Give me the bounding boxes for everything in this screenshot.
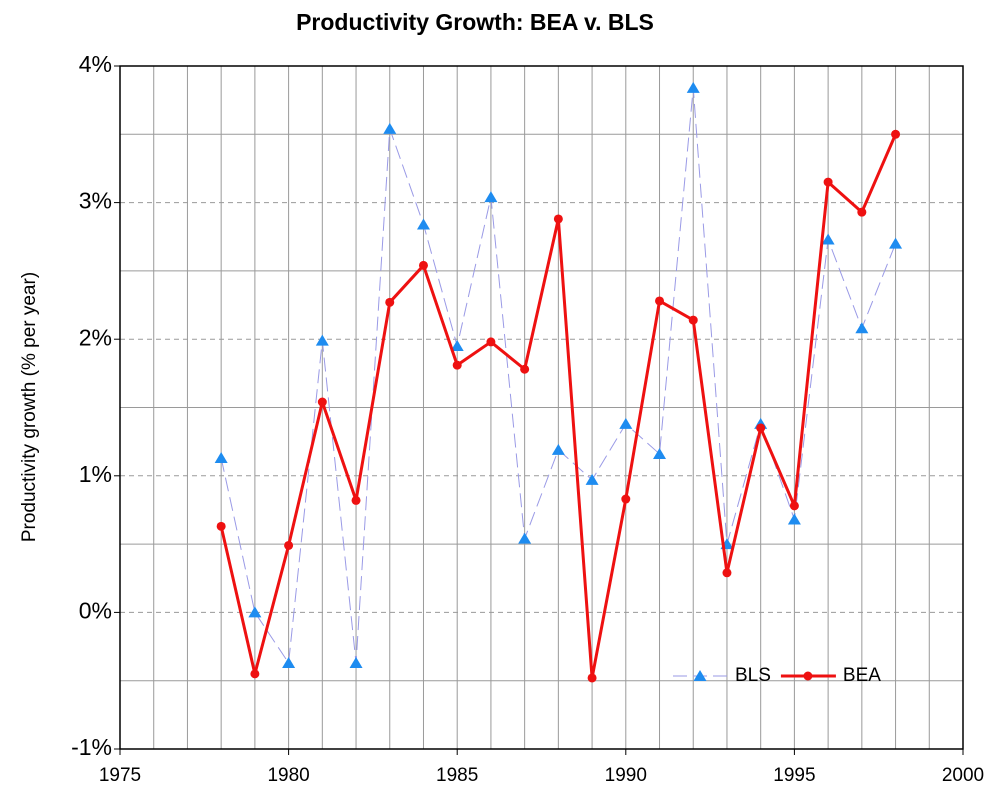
data-point — [722, 568, 732, 578]
data-point — [216, 521, 226, 531]
y-tick-label: 0% — [79, 597, 112, 623]
data-point — [520, 364, 530, 374]
data-point — [416, 218, 430, 230]
plot-frame — [119, 65, 964, 750]
data-point — [587, 673, 597, 683]
data-point — [452, 360, 462, 370]
x-tick-label: 1980 — [267, 765, 309, 786]
data-point — [688, 315, 698, 325]
data-point — [315, 334, 329, 346]
data-point — [789, 501, 799, 511]
data-point — [317, 397, 327, 407]
x-tick-label: 1975 — [99, 765, 141, 786]
data-point — [282, 656, 296, 668]
data-point — [484, 191, 498, 203]
legend-marker — [693, 670, 707, 681]
data-point — [855, 322, 869, 334]
data-point — [450, 340, 464, 352]
data-point — [686, 81, 700, 93]
data-point — [653, 447, 667, 459]
data-point — [787, 513, 801, 525]
data-point — [553, 214, 563, 224]
data-point — [349, 656, 363, 668]
y-tick-label: 3% — [79, 188, 112, 214]
data-point — [351, 495, 361, 505]
chart-title: Productivity Growth: BEA v. BLS — [296, 9, 654, 35]
data-point — [418, 260, 428, 270]
data-point — [383, 122, 397, 134]
data-point — [619, 417, 633, 429]
data-point — [889, 237, 903, 249]
data-point — [585, 473, 599, 485]
data-point — [891, 129, 901, 139]
y-tick-label: 4% — [79, 51, 112, 77]
legend: BLS BEA — [673, 665, 881, 686]
legend-label: BLS — [735, 665, 771, 686]
data-point — [655, 296, 665, 306]
legend-label: BEA — [843, 665, 881, 686]
y-tick-label: -1% — [71, 734, 112, 760]
data-point — [284, 540, 294, 550]
x-tick-label: 1990 — [605, 765, 647, 786]
x-tick-label: 1985 — [436, 765, 478, 786]
x-tick-label: 1995 — [773, 765, 815, 786]
data-point — [823, 177, 833, 187]
data-point — [551, 443, 565, 455]
data-point — [248, 606, 262, 618]
data-point — [821, 233, 835, 245]
y-tick-label: 2% — [79, 324, 112, 350]
data-point — [518, 532, 532, 544]
data-point — [756, 423, 766, 433]
data-point — [250, 669, 260, 679]
y-tick-label: 1% — [79, 461, 112, 487]
legend-marker — [803, 671, 813, 681]
y-axis-label: Productivity growth (% per year) — [19, 272, 40, 542]
grid — [119, 65, 964, 750]
data-point — [486, 337, 496, 347]
plot — [214, 81, 903, 683]
x-tick-label: 2000 — [942, 765, 984, 786]
data-point — [214, 452, 228, 464]
data-point — [857, 207, 867, 217]
data-point — [621, 494, 631, 504]
data-point — [385, 297, 395, 307]
